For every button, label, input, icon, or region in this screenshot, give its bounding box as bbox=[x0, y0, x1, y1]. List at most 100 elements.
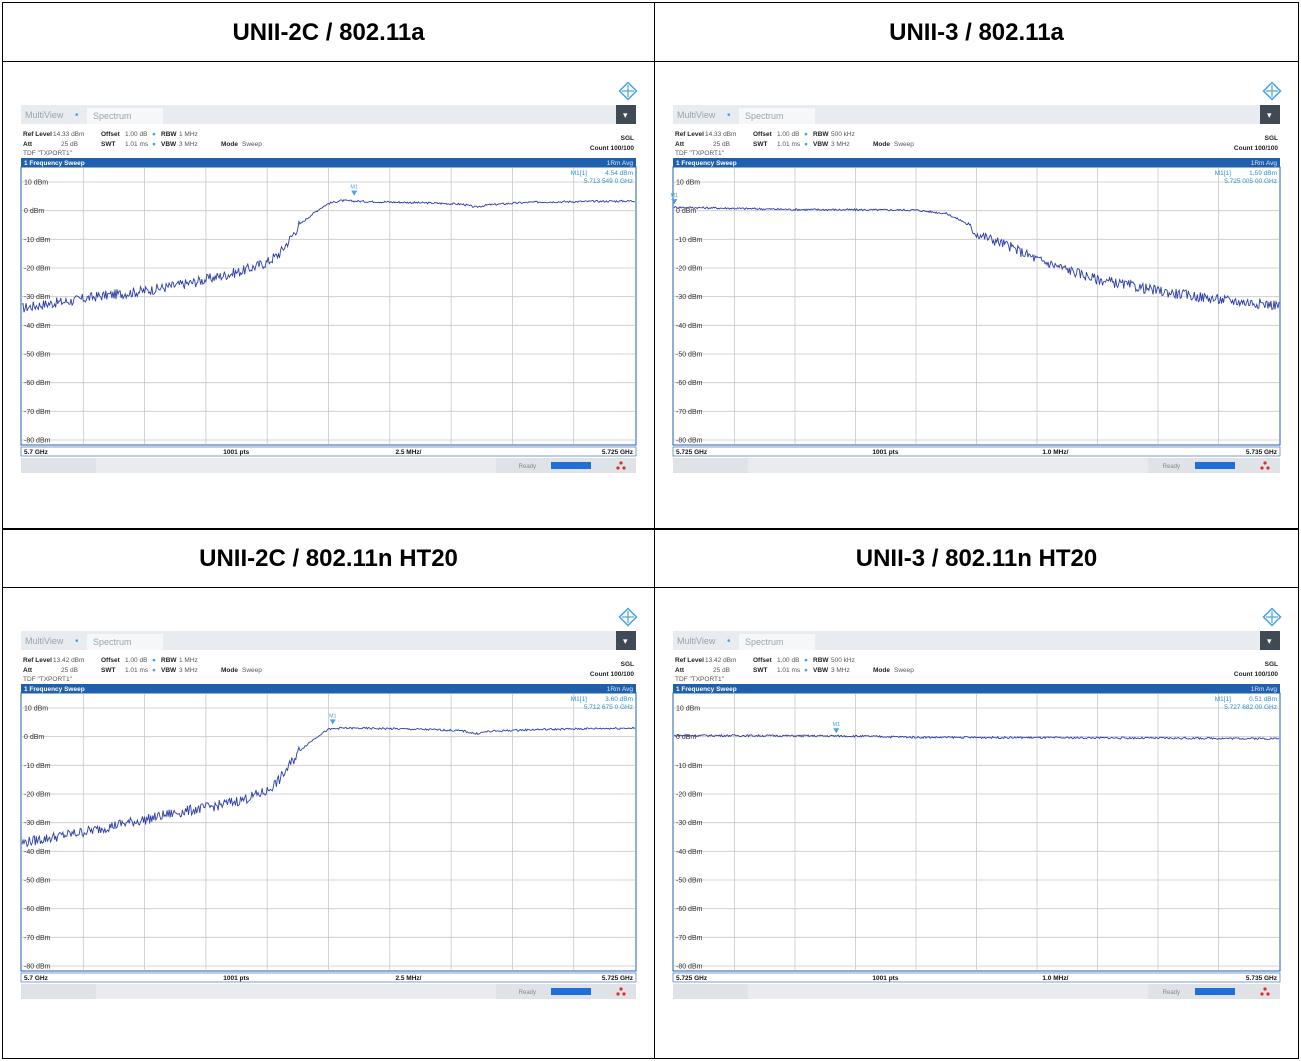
y-tick-label: -50 dBm bbox=[676, 878, 703, 885]
y-tick-label: -80 dBm bbox=[676, 964, 703, 971]
menu-button[interactable] bbox=[1260, 631, 1280, 650]
sweep-points: 1001 pts bbox=[223, 975, 249, 982]
rbw-label: RBW bbox=[813, 657, 829, 664]
marker-label: M1[1] bbox=[571, 696, 587, 703]
trace-line bbox=[673, 733, 1280, 741]
marker-frequency: 5.725 005 00 GHz bbox=[1224, 178, 1277, 185]
status-message-area bbox=[96, 984, 496, 999]
y-tick-label: -20 dBm bbox=[24, 792, 51, 799]
marker-level: 4.54 dBm bbox=[605, 170, 633, 177]
spectrum-tab[interactable]: Spectrum bbox=[745, 637, 784, 647]
menu-button[interactable] bbox=[616, 631, 636, 650]
marker-frequency: 5.712 675 0 GHz bbox=[584, 704, 633, 711]
menu-chevron-icon: ▾ bbox=[1267, 110, 1272, 120]
y-tick-label: -60 dBm bbox=[24, 906, 51, 913]
header-divider bbox=[3, 529, 1298, 530]
spectrum-tab[interactable]: Spectrum bbox=[745, 111, 784, 121]
ref-level-label: Ref Level bbox=[23, 131, 52, 138]
swt-label: SWT bbox=[753, 667, 767, 674]
y-tick-label: 10 dBm bbox=[24, 180, 48, 187]
menu-chevron-icon: ▾ bbox=[1267, 636, 1272, 646]
rbw-value: 500 kHz bbox=[831, 131, 855, 138]
menu-button[interactable] bbox=[1260, 105, 1280, 124]
att-label: Att bbox=[23, 667, 33, 674]
toolbar bbox=[673, 105, 1280, 124]
start-frequency: 5.7 GHz bbox=[24, 449, 49, 456]
ref-level-label: Ref Level bbox=[23, 657, 52, 664]
marker-triangle-icon[interactable] bbox=[351, 190, 358, 196]
swt-value: 1.01 ms bbox=[125, 667, 149, 674]
mode-label: Mode bbox=[221, 141, 238, 148]
att-value: 25 dB bbox=[61, 667, 78, 674]
offset-label: Offset bbox=[101, 131, 121, 138]
multiview-tab[interactable]: MultiView bbox=[677, 636, 716, 646]
y-tick-label: -30 dBm bbox=[24, 820, 51, 827]
multiview-tab[interactable]: MultiView bbox=[25, 636, 64, 646]
trace-line bbox=[21, 199, 635, 313]
panel-heading: UNII-3 / 802.11a bbox=[889, 19, 1064, 46]
mode-label: Mode bbox=[221, 667, 238, 674]
status-ready: Ready bbox=[1163, 464, 1180, 470]
y-tick-label: -60 dBm bbox=[676, 906, 703, 913]
header-divider bbox=[3, 587, 1298, 588]
multiview-tab[interactable]: MultiView bbox=[25, 110, 64, 120]
toolbar bbox=[673, 631, 1280, 650]
sweep-points: 1001 pts bbox=[223, 449, 249, 456]
menu-button[interactable] bbox=[616, 105, 636, 124]
coupled-dot-icon: ● bbox=[152, 141, 156, 148]
y-tick-label: -30 dBm bbox=[24, 294, 51, 301]
y-tick-label: 0 dBm bbox=[676, 734, 696, 741]
marker-triangle-icon[interactable] bbox=[329, 719, 336, 725]
spectrum-tab[interactable]: Spectrum bbox=[93, 111, 132, 121]
sweep-title-bar bbox=[673, 158, 1280, 167]
stop-frequency: 5.725 GHz bbox=[602, 975, 634, 982]
status-message-area bbox=[748, 458, 1148, 473]
tdf-label: TDF "TXPORT1" bbox=[675, 676, 725, 683]
trace-tag: 1Rm Avg bbox=[607, 160, 634, 167]
spectrum-tab-bg[interactable] bbox=[87, 634, 163, 650]
footer-bar bbox=[672, 446, 1281, 457]
sweep-title-bar bbox=[21, 684, 636, 693]
span-per-division: 1.0 MHz/ bbox=[1042, 449, 1068, 456]
status-ready: Ready bbox=[519, 990, 536, 996]
spectrum-tab-bg[interactable] bbox=[739, 634, 815, 650]
rbw-label: RBW bbox=[813, 131, 829, 138]
marker-triangle-icon[interactable] bbox=[833, 728, 840, 734]
sweep-points: 1001 pts bbox=[872, 449, 898, 456]
network-icon bbox=[616, 461, 626, 470]
marker-triangle-icon[interactable] bbox=[671, 199, 678, 205]
stop-frequency: 5.735 GHz bbox=[1246, 975, 1278, 982]
sweep-count: Count 100/100 bbox=[590, 671, 634, 678]
vbw-value: 3 MHz bbox=[179, 141, 198, 148]
header-divider bbox=[3, 61, 1298, 62]
tab-dot-icon: • bbox=[75, 636, 79, 647]
marker-label: M1[1] bbox=[1215, 696, 1231, 703]
vbw-value: 3 MHz bbox=[831, 667, 850, 674]
sweep-title: 1 Frequency Sweep bbox=[24, 686, 85, 693]
spectrum-tab-bg[interactable] bbox=[87, 108, 163, 124]
ref-level-value: 13.42 dBm bbox=[53, 657, 84, 664]
att-value: 25 dB bbox=[713, 667, 730, 674]
y-tick-label: -40 dBm bbox=[24, 849, 51, 856]
multiview-tab[interactable]: MultiView bbox=[677, 110, 716, 120]
swt-label: SWT bbox=[101, 667, 115, 674]
panel-heading: UNII-2C / 802.11a bbox=[232, 19, 425, 46]
coupled-dot-icon: ● bbox=[804, 131, 808, 138]
y-tick-label: -40 dBm bbox=[24, 323, 51, 330]
rbw-label: RBW bbox=[161, 657, 177, 664]
start-frequency: 5.725 GHz bbox=[676, 449, 708, 456]
offset-value: 1.00 dB bbox=[777, 131, 799, 138]
rs-logo-icon bbox=[1262, 81, 1282, 101]
y-tick-label: 0 dBm bbox=[676, 208, 696, 215]
spectrum-tab-bg[interactable] bbox=[739, 108, 815, 124]
y-tick-label: -50 dBm bbox=[24, 878, 51, 885]
offset-label: Offset bbox=[753, 657, 773, 664]
vbw-label: VBW bbox=[161, 667, 177, 674]
swt-value: 1.01 ms bbox=[777, 141, 801, 148]
coupled-dot-icon: ● bbox=[804, 667, 808, 674]
mode-value: Sweep bbox=[242, 667, 262, 674]
spectrum-tab[interactable]: Spectrum bbox=[93, 637, 132, 647]
y-tick-label: -70 dBm bbox=[676, 935, 703, 942]
footer-bar bbox=[20, 446, 637, 457]
panel-cell: UNII-2C / 802.11n HT20 MultiView • Spectrum… bbox=[3, 529, 654, 1058]
